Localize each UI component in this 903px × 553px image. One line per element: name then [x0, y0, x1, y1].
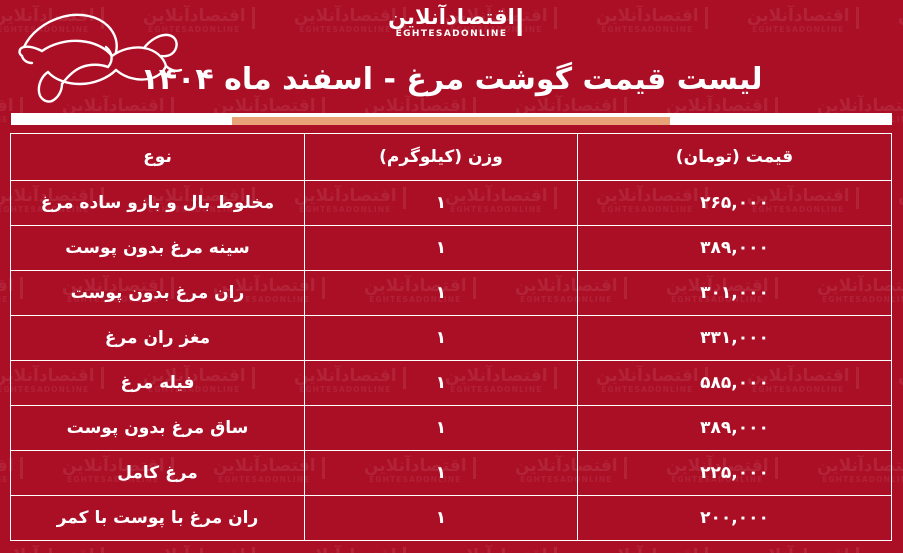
cell-weight: ۱	[304, 225, 578, 271]
price-table: قیمت (تومان) وزن (کیلوگرم) نوع ۲۶۵,۰۰۰ ۱ م…	[10, 133, 892, 541]
divider-bar	[11, 113, 892, 125]
cell-weight: ۱	[304, 405, 578, 451]
cell-type: ران مرغ با پوست با کمر	[10, 495, 305, 541]
cell-price: ۵۸۵,۰۰۰	[577, 360, 892, 406]
cell-weight: ۱	[304, 495, 578, 541]
table-head: قیمت (تومان) وزن (کیلوگرم) نوع	[10, 133, 892, 181]
table-row: ۵۸۵,۰۰۰ ۱ فیله مرغ	[10, 360, 892, 406]
brand-name-fa: اقتصادآنلاین	[388, 5, 515, 29]
price-table-container: قیمت (تومان) وزن (کیلوگرم) نوع ۲۶۵,۰۰۰ ۱ م…	[10, 133, 892, 541]
header-band: اقتصادآنلاین EGHTESADONLINE لیست قیمت گو…	[0, 0, 903, 133]
cell-price: ۲۲۵,۰۰۰	[577, 450, 892, 496]
page-title: لیست قیمت گوشت مرغ - اسفند ماه ۱۴۰۴	[140, 62, 763, 97]
cell-weight: ۱	[304, 450, 578, 496]
cell-price: ۳۸۹,۰۰۰	[577, 405, 892, 451]
cell-price: ۳۸۹,۰۰۰	[577, 225, 892, 271]
table-row: ۲۰۰,۰۰۰ ۱ ران مرغ با پوست با کمر	[10, 495, 892, 541]
cell-weight: ۱	[304, 315, 578, 361]
cell-type: مخلوط بال و بازو ساده مرغ	[10, 180, 305, 226]
cell-weight: ۱	[304, 360, 578, 406]
table-header-row: قیمت (تومان) وزن (کیلوگرم) نوع	[10, 133, 892, 181]
column-header-price: قیمت (تومان)	[577, 133, 892, 181]
column-header-weight: وزن (کیلوگرم)	[304, 133, 578, 181]
table-row: ۲۶۵,۰۰۰ ۱ مخلوط بال و بازو ساده مرغ	[10, 180, 892, 226]
cell-price: ۳۰۱,۰۰۰	[577, 270, 892, 316]
table-row: ۳۳۱,۰۰۰ ۱ مغز ران مرغ	[10, 315, 892, 361]
table-body: ۲۶۵,۰۰۰ ۱ مخلوط بال و بازو ساده مرغ ۳۸۹,۰۰۰…	[10, 180, 892, 541]
brand-name-en: EGHTESADONLINE	[395, 29, 508, 40]
cell-type: ران مرغ بدون پوست	[10, 270, 305, 316]
divider-accent-segment	[232, 117, 670, 125]
cell-type: مغز ران مرغ	[10, 315, 305, 361]
table-row: ۳۸۹,۰۰۰ ۱ ساق مرغ بدون پوست	[10, 405, 892, 451]
cell-type: سینه مرغ بدون پوست	[10, 225, 305, 271]
cell-price: ۳۳۱,۰۰۰	[577, 315, 892, 361]
column-header-type: نوع	[10, 133, 305, 181]
brand-logo-bar	[517, 8, 522, 36]
cell-type: ساق مرغ بدون پوست	[10, 405, 305, 451]
table-row: ۳۰۱,۰۰۰ ۱ ران مرغ بدون پوست	[10, 270, 892, 316]
cell-price: ۲۰۰,۰۰۰	[577, 495, 892, 541]
cell-type: مرغ کامل	[10, 450, 305, 496]
cell-price: ۲۶۵,۰۰۰	[577, 180, 892, 226]
cell-weight: ۱	[304, 180, 578, 226]
table-row: ۲۲۵,۰۰۰ ۱ مرغ کامل	[10, 450, 892, 496]
brand-logo: اقتصادآنلاین EGHTESADONLINE	[388, 5, 522, 40]
cell-type: فیله مرغ	[10, 360, 305, 406]
table-row: ۳۸۹,۰۰۰ ۱ سینه مرغ بدون پوست	[10, 225, 892, 271]
chicken-line-art-icon	[8, 4, 188, 109]
cell-weight: ۱	[304, 270, 578, 316]
